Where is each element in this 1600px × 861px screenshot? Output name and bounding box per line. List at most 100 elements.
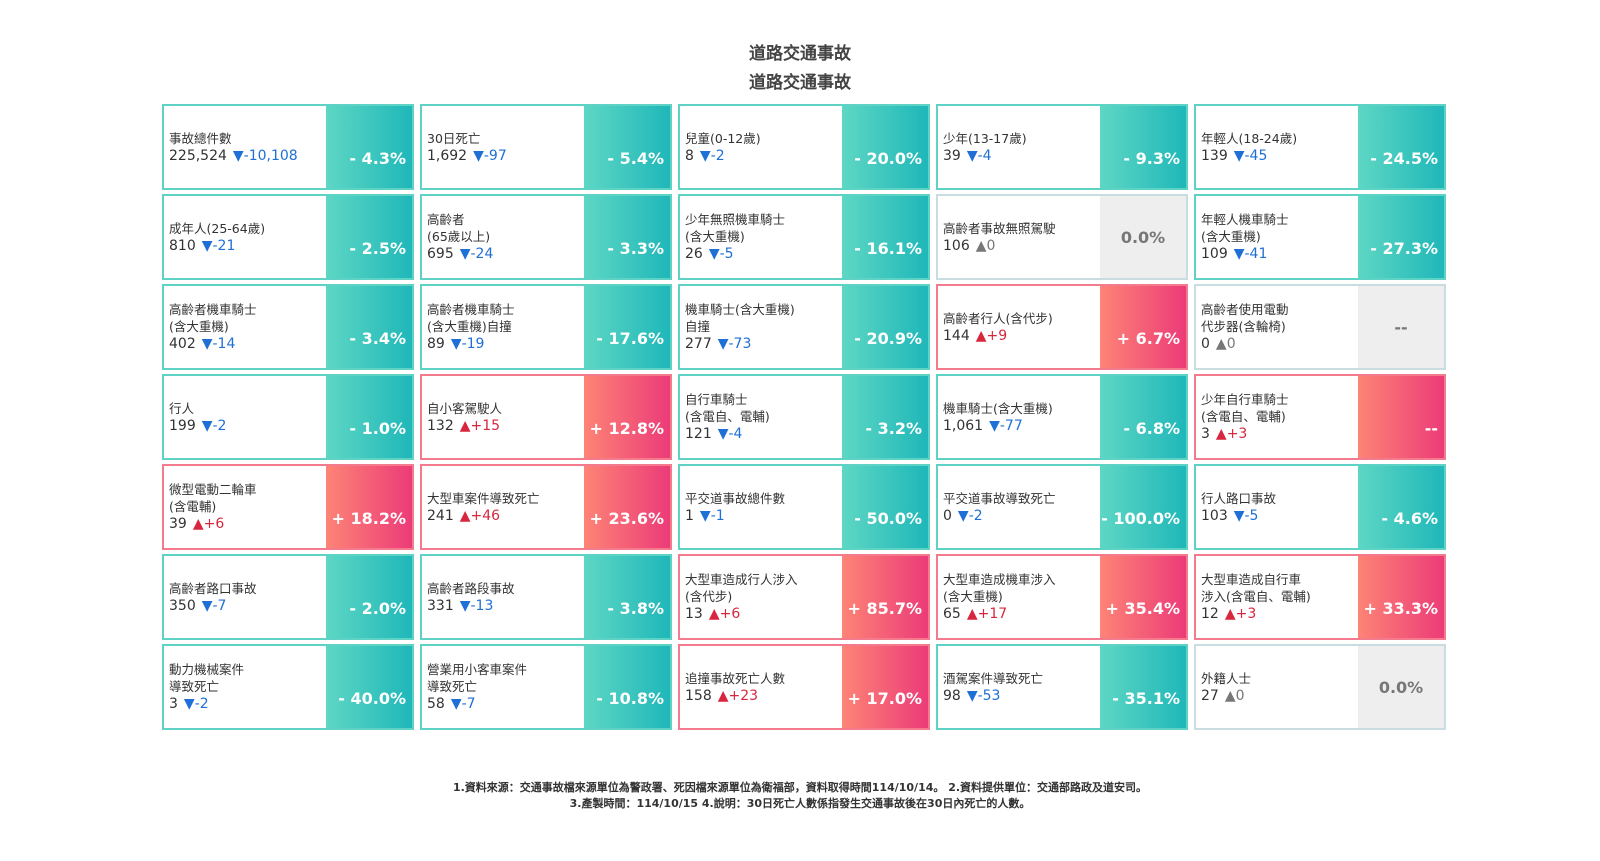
stat-info: 年輕人機車騎士 (含大重機) 109 ▼-41 xyxy=(1201,196,1351,278)
stat-delta: ▲0 xyxy=(975,237,996,254)
stat-name: 行人 xyxy=(169,400,195,416)
stat-card[interactable]: 高齡者機車騎士 (含大重機)自撞 89 ▼-19 - 17.6% xyxy=(420,284,672,370)
stat-name: 高齡者路口事故 xyxy=(169,580,257,596)
stat-card[interactable]: 自小客駕駛人 132 ▲+15 + 12.8% xyxy=(420,374,672,460)
stat-card[interactable]: 追撞事故死亡人數 158 ▲+23 + 17.0% xyxy=(678,644,930,730)
stat-percent-badge: - 16.1% xyxy=(842,196,928,278)
stat-card[interactable]: 高齡者機車騎士 (含大重機) 402 ▼-14 - 3.4% xyxy=(162,284,414,370)
stat-delta: ▲+6 xyxy=(192,516,225,532)
stat-info: 高齡者事故無照駕駛 106 ▲0 xyxy=(943,196,1093,278)
stat-delta: ▼-10,108 xyxy=(232,147,298,164)
stat-percent-badge: - 2.5% xyxy=(326,196,412,278)
stat-card[interactable]: 大型車案件導致死亡 241 ▲+46 + 23.6% xyxy=(420,464,672,550)
stat-value-row: 13 ▲+6 xyxy=(685,605,835,623)
stat-card[interactable]: 高齡者路段事故 331 ▼-13 - 3.8% xyxy=(420,554,672,640)
stat-card[interactable]: 高齡者事故無照駕駛 106 ▲0 0.0% xyxy=(936,194,1188,280)
stat-name: 大型車案件導致死亡 xyxy=(427,490,540,506)
stat-value: 89 xyxy=(427,336,445,352)
stat-value: 1,692 xyxy=(427,147,468,164)
stat-value: 27 xyxy=(1201,687,1219,704)
footer-notes: 1.資料來源：交通事故檔來源單位為警政署、死因檔來源單位為衛福部，資料取得時間1… xyxy=(0,780,1600,812)
stat-value-row: 98 ▼-53 xyxy=(943,687,1093,705)
stat-card[interactable]: 少年自行車騎士 (含電自、電輔) 3 ▲+3 -- xyxy=(1194,374,1446,460)
stat-card[interactable]: 兒童(0-12歲) 8 ▼-2 - 20.0% xyxy=(678,104,930,190)
stat-name: 成年人(25-64歲) xyxy=(169,220,266,236)
stat-card[interactable]: 酒駕案件導致死亡 98 ▼-53 - 35.1% xyxy=(936,644,1188,730)
page-subtitle: 道路交通事故 xyxy=(749,73,851,93)
stat-card[interactable]: 外籍人士 27 ▲0 0.0% xyxy=(1194,644,1446,730)
stat-percent-badge: + 6.7% xyxy=(1100,286,1186,368)
stat-card[interactable]: 微型電動二輪車 (含電輔) 39 ▲+6 + 18.2% xyxy=(162,464,414,550)
stat-delta: ▼-2 xyxy=(183,696,209,712)
stat-value-row: 199 ▼-2 xyxy=(169,417,319,435)
stat-value: 8 xyxy=(685,147,694,164)
stat-value: 1 xyxy=(685,507,694,524)
stat-info: 事故總件數 225,524 ▼-10,108 xyxy=(169,106,319,188)
stat-card[interactable]: 機車騎士(含大重機) 自撞 277 ▼-73 - 20.9% xyxy=(678,284,930,370)
stat-delta: ▼-2 xyxy=(201,417,227,434)
stat-value-row: 158 ▲+23 xyxy=(685,687,835,705)
stat-card[interactable]: 年輕人機車騎士 (含大重機) 109 ▼-41 - 27.3% xyxy=(1194,194,1446,280)
stat-name: 大型車造成自行車 涉入(含電自、電輔) xyxy=(1201,572,1311,604)
stat-value-row: 241 ▲+46 xyxy=(427,507,577,525)
stat-card[interactable]: 大型車造成自行車 涉入(含電自、電輔) 12 ▲+3 + 33.3% xyxy=(1194,554,1446,640)
stat-value: 12 xyxy=(1201,606,1219,622)
stat-card[interactable]: 平交道事故導致死亡 0 ▼-2 - 100.0% xyxy=(936,464,1188,550)
stat-card[interactable]: 少年(13-17歲) 39 ▼-4 - 9.3% xyxy=(936,104,1188,190)
stat-card[interactable]: 高齡者 (65歲以上) 695 ▼-24 - 3.3% xyxy=(420,194,672,280)
stat-card[interactable]: 30日死亡 1,692 ▼-97 - 5.4% xyxy=(420,104,672,190)
stat-percent-badge: + 35.4% xyxy=(1100,556,1186,638)
stat-delta: ▼-45 xyxy=(1233,147,1268,164)
stat-card[interactable]: 成年人(25-64歲) 810 ▼-21 - 2.5% xyxy=(162,194,414,280)
stat-value-row: 402 ▼-14 xyxy=(169,335,319,353)
stat-card[interactable]: 大型車造成行人涉入 (含代步) 13 ▲+6 + 85.7% xyxy=(678,554,930,640)
stat-value: 144 xyxy=(943,327,970,344)
stat-card[interactable]: 少年無照機車騎士 (含大重機) 26 ▼-5 - 16.1% xyxy=(678,194,930,280)
stat-info: 大型車造成行人涉入 (含代步) 13 ▲+6 xyxy=(685,556,835,638)
stat-value-row: 139 ▼-45 xyxy=(1201,147,1351,165)
stat-delta: ▼-5 xyxy=(1233,507,1259,524)
stat-info: 外籍人士 27 ▲0 xyxy=(1201,646,1351,728)
stat-card[interactable]: 高齡者路口事故 350 ▼-7 - 2.0% xyxy=(162,554,414,640)
stat-card[interactable]: 平交道事故總件數 1 ▼-1 - 50.0% xyxy=(678,464,930,550)
stat-delta: ▲+23 xyxy=(717,687,759,704)
stat-value: 331 xyxy=(427,597,454,614)
stat-card[interactable]: 年輕人(18-24歲) 139 ▼-45 - 24.5% xyxy=(1194,104,1446,190)
stat-value-row: 106 ▲0 xyxy=(943,237,1093,255)
stat-card[interactable]: 大型車造成機車涉入 (含大重機) 65 ▲+17 + 35.4% xyxy=(936,554,1188,640)
stat-name: 高齡者機車騎士 (含大重機)自撞 xyxy=(427,302,515,334)
stat-value-row: 109 ▼-41 xyxy=(1201,245,1351,263)
stat-value: 277 xyxy=(685,336,712,352)
stat-info: 自行車騎士 (含電自、電輔) 121 ▼-4 xyxy=(685,376,835,458)
stat-delta: ▼-97 xyxy=(473,147,507,164)
stat-name: 高齡者 (65歲以上) xyxy=(427,212,491,244)
stat-card[interactable]: 高齡者使用電動 代步器(含輪椅) 0 ▲0 -- xyxy=(1194,284,1446,370)
stat-card[interactable]: 高齡者行人(含代步) 144 ▲+9 + 6.7% xyxy=(936,284,1188,370)
stat-percent-badge: 0.0% xyxy=(1358,646,1444,728)
stat-value-row: 3 ▲+3 xyxy=(1201,425,1351,443)
stat-percent-badge: + 85.7% xyxy=(842,556,928,638)
stat-card[interactable]: 行人路口事故 103 ▼-5 - 4.6% xyxy=(1194,464,1446,550)
stat-card[interactable]: 動力機械案件 導致死亡 3 ▼-2 - 40.0% xyxy=(162,644,414,730)
stat-percent-badge: - 40.0% xyxy=(326,646,412,728)
stat-value: 132 xyxy=(427,417,454,434)
stat-name: 少年自行車騎士 (含電自、電輔) xyxy=(1201,392,1289,424)
stat-card[interactable]: 事故總件數 225,524 ▼-10,108 - 4.3% xyxy=(162,104,414,190)
stat-name: 平交道事故總件數 xyxy=(685,490,786,506)
stat-card[interactable]: 行人 199 ▼-2 - 1.0% xyxy=(162,374,414,460)
stat-card[interactable]: 營業用小客車案件 導致死亡 58 ▼-7 - 10.8% xyxy=(420,644,672,730)
stat-delta: ▼-2 xyxy=(699,147,725,164)
stat-percent-badge: -- xyxy=(1358,286,1444,368)
stat-card[interactable]: 機車騎士(含大重機) 1,061 ▼-77 - 6.8% xyxy=(936,374,1188,460)
stat-info: 大型車造成機車涉入 (含大重機) 65 ▲+17 xyxy=(943,556,1093,638)
stat-delta: ▼-41 xyxy=(1233,246,1268,262)
stat-card[interactable]: 自行車騎士 (含電自、電輔) 121 ▼-4 - 3.2% xyxy=(678,374,930,460)
stat-info: 平交道事故導致死亡 0 ▼-2 xyxy=(943,466,1093,548)
stat-value: 98 xyxy=(943,687,961,704)
stat-percent-badge: - 2.0% xyxy=(326,556,412,638)
stat-name: 微型電動二輪車 (含電輔) xyxy=(169,482,257,514)
stat-delta: ▼-2 xyxy=(957,507,983,524)
stat-value-row: 1,061 ▼-77 xyxy=(943,417,1093,435)
stat-name: 兒童(0-12歲) xyxy=(685,130,761,146)
stat-percent-badge: - 3.3% xyxy=(584,196,670,278)
